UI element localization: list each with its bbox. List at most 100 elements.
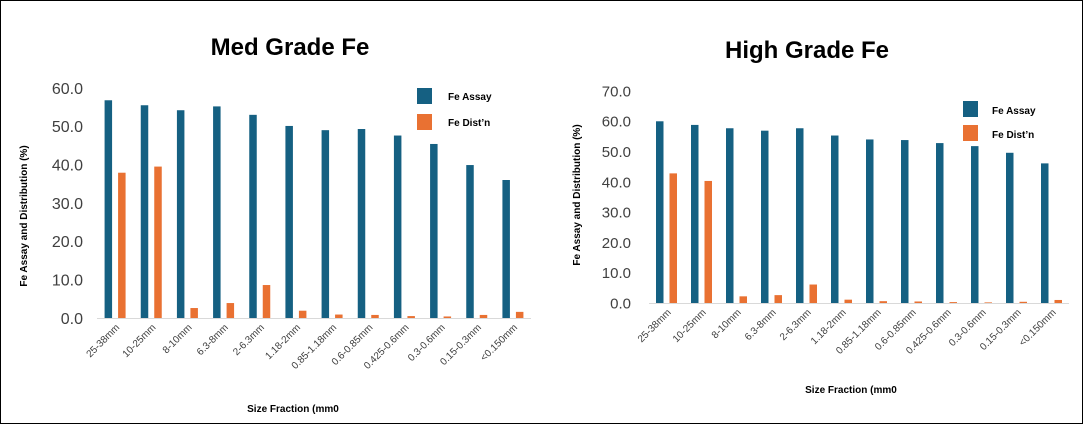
y-tick-label: 30.0: [52, 196, 83, 213]
y-tick-label: 50.0: [52, 119, 83, 136]
high-grade-chart: High Grade Fe Fe Assay and Distribution …: [572, 37, 1069, 396]
legend-swatch-assay: [963, 101, 978, 117]
x-tick-label: 8-10mm: [710, 307, 744, 341]
x-tick-label: 25-38mm: [85, 322, 123, 360]
x-tick-label: 25-38mm: [636, 307, 674, 345]
bar-fe-distn: [669, 173, 677, 303]
bar-fe-assay: [796, 128, 804, 303]
category-group: 6.3-8mm: [743, 130, 782, 343]
bar-fe-distn: [262, 285, 271, 318]
legend-label-assay: Fe Assay: [448, 92, 492, 103]
med-grade-chart: Med Grade Fe Fe Assay and Distribution (…: [19, 34, 531, 415]
legend-label-assay: Fe Assay: [992, 106, 1036, 117]
y-tick-label: 0.0: [610, 295, 631, 312]
bar-fe-distn: [774, 295, 782, 303]
category-group: 0.425-0.6mm: [904, 143, 957, 357]
bar-fe-assay: [140, 105, 149, 318]
bar-fe-assay: [249, 114, 257, 318]
y-tick-label: 40.0: [52, 157, 83, 174]
y-axis-label: Fe Assay and Distribution (%): [19, 145, 30, 286]
bar-fe-distn: [335, 314, 343, 318]
x-axis-label: Size Fraction (mm0: [805, 385, 897, 396]
bar-fe-distn: [914, 301, 922, 303]
category-group: 0.3-0.6mm: [406, 143, 452, 364]
bar-fe-distn: [190, 308, 198, 318]
chart-title: Med Grade Fe: [211, 34, 370, 61]
bar-fe-assay: [831, 135, 839, 303]
y-tick-label: 0.0: [61, 311, 83, 328]
bar-fe-assay: [936, 143, 944, 303]
bar-fe-assay: [726, 128, 734, 303]
bar-fe-assay: [466, 165, 474, 318]
bar-fe-distn: [371, 314, 379, 318]
y-axis-label: Fe Assay and Distribution (%): [572, 124, 583, 265]
plot-area: 0.0 10.0 20.0 30.0 40.0 50.0 60.0 70.0 25-38mm10…: [602, 83, 1069, 357]
bar-fe-assay: [104, 100, 113, 319]
bar-fe-assay: [285, 125, 293, 318]
bar-fe-distn: [1019, 301, 1027, 303]
bar-fe-assay: [761, 130, 769, 303]
category-group: 1.18-2mm: [263, 125, 307, 362]
x-tick-label: 10-25mm: [121, 322, 159, 360]
category-group: 8-10mm: [161, 110, 198, 356]
bar-fe-assay: [430, 143, 438, 318]
bar-fe-distn: [226, 303, 235, 318]
x-tick-label: 8-10mm: [161, 322, 195, 356]
bar-fe-assay: [502, 180, 510, 318]
bar-fe-assay: [1006, 152, 1014, 303]
y-tick-label: 60.0: [52, 81, 83, 98]
legend-swatch-assay: [417, 88, 432, 104]
bar-fe-distn: [879, 301, 887, 303]
bar-fe-assay: [1041, 163, 1049, 303]
bar-fe-distn: [739, 296, 747, 303]
y-tick-label: 40.0: [602, 174, 631, 191]
chart-title: High Grade Fe: [725, 37, 889, 64]
x-tick-label: 6.3-8mm: [195, 322, 231, 358]
bar-fe-distn: [809, 284, 817, 303]
x-tick-label: 10-25mm: [671, 307, 709, 345]
bar-fe-assay: [176, 110, 185, 318]
bar-fe-distn: [479, 314, 488, 318]
bar-fe-assay: [691, 124, 699, 303]
bar-fe-assay: [321, 130, 330, 318]
bar-fe-assay: [866, 139, 874, 303]
bar-fe-distn: [844, 299, 852, 303]
category-group: 6.3-8mm: [195, 106, 235, 358]
category-group: 0.3-0.6mm: [947, 146, 992, 349]
y-tick-label: 60.0: [602, 114, 631, 131]
x-tick-label: <0.150mm: [479, 322, 520, 363]
bar-fe-assay: [393, 135, 402, 318]
legend-swatch-dist: [963, 125, 978, 141]
bar-fe-distn: [298, 310, 307, 318]
y-tick-label: 10.0: [52, 272, 83, 289]
category-group: <0.150mm: [479, 180, 524, 364]
category-group: 8-10mm: [710, 128, 747, 341]
category-group: 25-38mm: [85, 100, 126, 360]
legend-swatch-dist: [417, 114, 432, 130]
category-group: 2-6.3mm: [231, 114, 271, 358]
category-group: 10-25mm: [121, 105, 162, 360]
x-axis-label: Size Fraction (mm0: [247, 404, 339, 415]
legend-label-dist: Fe Dist’n: [448, 118, 490, 129]
category-group: 0.85-1.18mm: [290, 130, 343, 372]
bar-fe-distn: [704, 180, 712, 303]
x-tick-label: 2-6.3mm: [231, 322, 267, 358]
category-group: 0.425-0.6mm: [362, 135, 415, 372]
y-tick-label: 20.0: [52, 234, 83, 251]
bar-fe-distn: [949, 302, 957, 303]
x-tick-label: 2-6.3mm: [778, 307, 814, 343]
bar-fe-assay: [213, 106, 221, 319]
bar-fe-distn: [515, 311, 524, 318]
bar-fe-assay: [971, 146, 979, 303]
y-tick-label: 50.0: [602, 144, 631, 161]
category-group: 0.15-0.3mm: [978, 152, 1027, 353]
bar-fe-distn: [1054, 299, 1062, 303]
y-tick-label: 70.0: [602, 83, 631, 100]
category-group: 0.85-1.18mm: [834, 139, 887, 357]
y-tick-label: 30.0: [602, 205, 631, 222]
category-group: 10-25mm: [671, 124, 712, 345]
bar-fe-distn: [407, 316, 415, 318]
x-tick-label: <0.150mm: [1017, 307, 1058, 348]
legend: Fe Assay Fe Dist’n: [963, 101, 1036, 141]
